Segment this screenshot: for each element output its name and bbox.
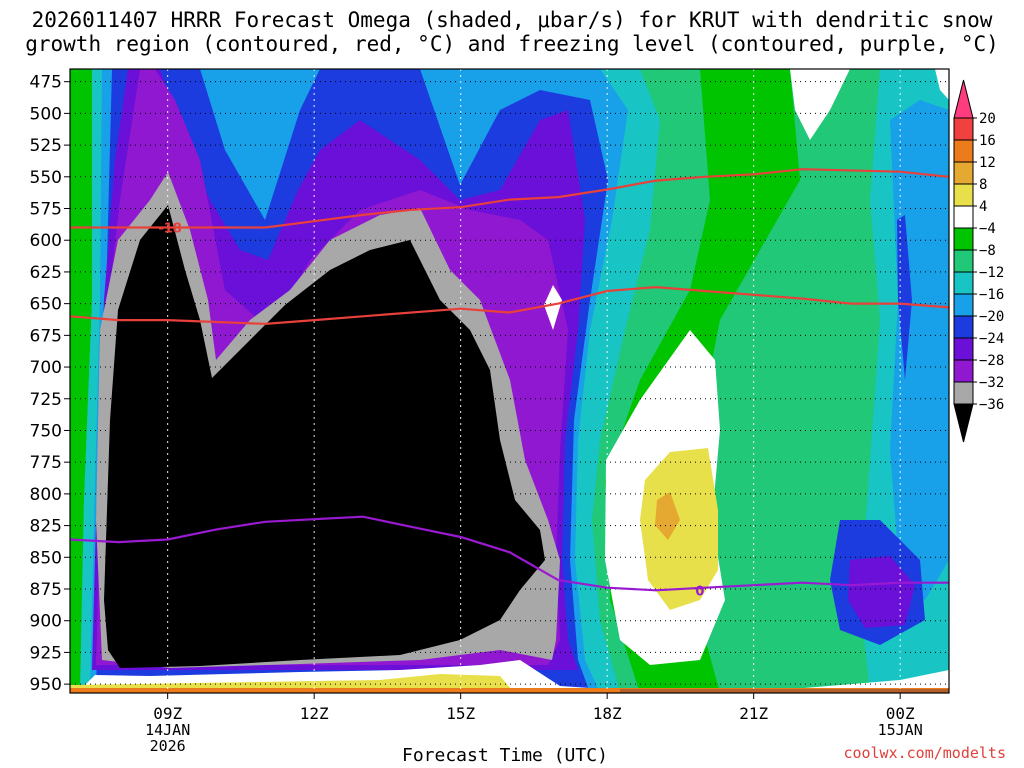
x-tick-label: 12Z bbox=[300, 704, 329, 723]
chart-title-line1: 2026011407 HRRR Forecast Omega (shaded, … bbox=[31, 8, 993, 32]
x-tick-label: 09Z bbox=[153, 704, 182, 723]
y-tick-label: 800 bbox=[30, 485, 62, 505]
colorbar-label: −4 bbox=[979, 221, 996, 237]
contour-label-dgz_top: -18 bbox=[158, 222, 182, 237]
x-tick-date: 14JAN bbox=[145, 721, 190, 739]
chart-title-line2: growth region (contoured, red, °C) and f… bbox=[25, 32, 999, 56]
omega-right-blue-streak bbox=[897, 215, 912, 380]
shaded-field bbox=[70, 69, 949, 693]
colorbar-bottom-arrow bbox=[953, 403, 974, 443]
y-tick-label: 775 bbox=[30, 453, 62, 473]
colorbar-box bbox=[953, 359, 974, 383]
colorbar-box bbox=[953, 381, 974, 405]
colorbar-box bbox=[953, 249, 974, 273]
omega-yellow bbox=[640, 448, 718, 610]
contour-dgz_top bbox=[70, 168, 950, 229]
x-tick-label: 21Z bbox=[739, 704, 768, 723]
colorbar-label: −12 bbox=[979, 265, 1004, 281]
omega-black-core bbox=[104, 205, 545, 668]
contour-freezing bbox=[69, 515, 949, 592]
omega-right-purple-blob bbox=[848, 556, 915, 628]
x-tick-year: 2026 bbox=[150, 737, 186, 755]
contour-dgz_bottom bbox=[69, 285, 950, 326]
colorbar-label: −16 bbox=[979, 287, 1004, 303]
grid-lines bbox=[70, 69, 949, 693]
colorbar-box bbox=[953, 139, 974, 163]
colorbar-label: −32 bbox=[979, 375, 1004, 391]
contour-lines: -18 0 bbox=[69, 168, 950, 599]
y-tick-label: 675 bbox=[30, 326, 62, 346]
colorbar-top-arrow bbox=[953, 79, 974, 119]
colorbar-box bbox=[953, 315, 974, 339]
colorbar-label: −20 bbox=[979, 309, 1004, 325]
omega-surface-orange bbox=[70, 688, 949, 693]
colorbar-label: −36 bbox=[979, 397, 1004, 413]
colorbar-label: −8 bbox=[979, 243, 996, 259]
x-tick-label: 18Z bbox=[593, 704, 622, 723]
y-tick-label: 950 bbox=[30, 675, 62, 695]
y-axis: 475 500 525 550 575 600 625 650 675 700 725 750 775 8… bbox=[30, 73, 70, 695]
omega-surface-brown bbox=[620, 689, 949, 693]
y-tick-label: 875 bbox=[30, 580, 62, 600]
y-tick-label: 650 bbox=[30, 295, 62, 315]
y-tick-label: 750 bbox=[30, 421, 62, 441]
colorbar-box bbox=[953, 227, 974, 251]
colorbar-label: 16 bbox=[979, 133, 996, 149]
omega-left-green bbox=[70, 69, 96, 693]
plot-frame bbox=[69, 68, 950, 694]
y-tick-label: 500 bbox=[30, 104, 62, 124]
x-tick-date: 15JAN bbox=[878, 721, 923, 739]
y-tick-label: 475 bbox=[30, 73, 62, 93]
omega-small-diamond bbox=[544, 285, 562, 330]
x-tick-label: 00Z bbox=[886, 704, 915, 723]
colorbar-label: −24 bbox=[979, 331, 1004, 347]
colorbar-box bbox=[953, 161, 974, 185]
omega-white-corner bbox=[935, 69, 949, 100]
colorbar-box bbox=[953, 183, 974, 207]
y-tick-label: 900 bbox=[30, 612, 62, 632]
contour-label-freezing: 0 bbox=[695, 584, 704, 599]
colorbar: 20 16 12 8 4 −4 −8 −12 −16 −20 −24 −28 −32 −36 bbox=[953, 79, 1004, 443]
y-tick-label: 850 bbox=[30, 548, 62, 568]
y-tick-label: 525 bbox=[30, 136, 62, 156]
colorbar-label: 20 bbox=[979, 111, 996, 127]
credit-link[interactable]: coolwx.com/modelts bbox=[843, 744, 1006, 762]
y-tick-label: 550 bbox=[30, 168, 62, 188]
omega-surface-yellow bbox=[70, 674, 512, 690]
colorbar-label: 8 bbox=[979, 177, 987, 193]
colorbar-label: 4 bbox=[979, 199, 987, 215]
y-tick-label: 600 bbox=[30, 231, 62, 251]
y-tick-label: 925 bbox=[30, 643, 62, 663]
x-axis-title: Forecast Time (UTC) bbox=[402, 745, 608, 766]
colorbar-box bbox=[953, 293, 974, 317]
omega-white-topright bbox=[790, 69, 850, 140]
y-tick-label: 825 bbox=[30, 517, 62, 537]
colorbar-label: −28 bbox=[979, 353, 1004, 369]
y-tick-label: 625 bbox=[30, 263, 62, 283]
y-tick-label: 725 bbox=[30, 390, 62, 410]
colorbar-box bbox=[953, 117, 974, 141]
colorbar-box bbox=[953, 337, 974, 361]
colorbar-box bbox=[953, 205, 974, 229]
colorbar-box bbox=[953, 271, 974, 295]
omega-orange-dot bbox=[655, 492, 680, 540]
y-tick-label: 575 bbox=[30, 200, 62, 220]
colorbar-label: 12 bbox=[979, 155, 996, 171]
y-tick-label: 700 bbox=[30, 358, 62, 378]
x-tick-label: 15Z bbox=[446, 704, 475, 723]
